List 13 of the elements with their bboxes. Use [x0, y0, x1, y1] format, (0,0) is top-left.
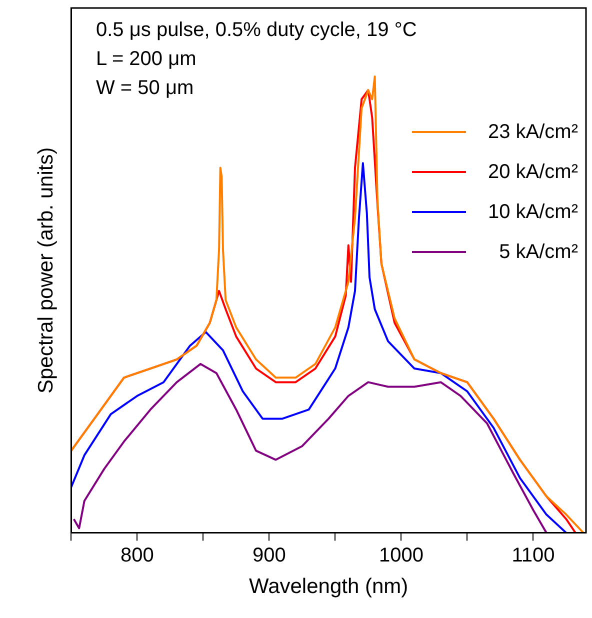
- legend-label: 5 kA/cm²: [498, 240, 578, 264]
- x-tick-label: 1000: [378, 544, 424, 566]
- text: L = 200 μm: [96, 47, 198, 72]
- x-tick-label: 900: [252, 544, 286, 566]
- y-axis-title: Spectral power (arb. units): [34, 147, 58, 394]
- x-tick-label: 1100: [512, 544, 555, 566]
- text: 0.5 μs pulse, 0.5% duty cycle, 19 °C: [96, 18, 417, 43]
- annotation: W = 50 μm: [96, 76, 195, 101]
- x-axis-title: Wavelength (nm): [249, 575, 408, 598]
- legend-label: 20 kA/cm²: [486, 160, 578, 184]
- legend-label: 23 kA/cm²: [486, 120, 578, 144]
- x-tick-label: 800: [120, 544, 154, 566]
- legend-label: 10 kA/cm²: [486, 200, 578, 224]
